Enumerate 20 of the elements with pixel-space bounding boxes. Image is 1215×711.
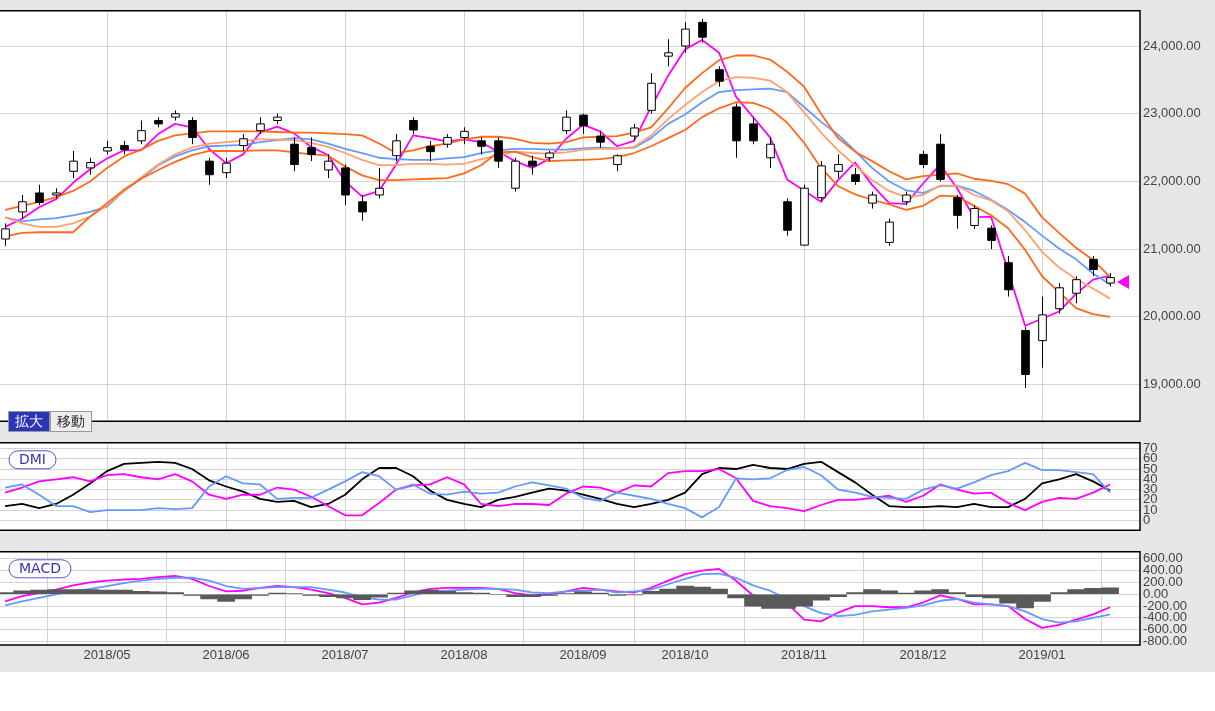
- x-tick-label: 2018/06: [202, 647, 250, 663]
- x-tick-label: 2018/11: [781, 647, 828, 663]
- x-tick-label: 2018/09: [559, 647, 607, 663]
- y-tick-label: 20,000.00: [1143, 308, 1201, 324]
- y-tick-label: 19,000.00: [1143, 376, 1201, 392]
- y-tick-label: 0: [1143, 512, 1151, 528]
- annotation: 移動: [50, 411, 92, 432]
- y-tick-label: 24,000.00: [1143, 37, 1201, 53]
- x-tick-label: 2019/01: [1018, 647, 1066, 663]
- text: DMI: [18, 451, 46, 468]
- x-tick-label: 2018/07: [321, 647, 369, 663]
- y-tick-label: 21,000.00: [1143, 240, 1201, 256]
- x-tick-label: 2018/12: [899, 647, 947, 663]
- text: MACD: [19, 560, 61, 577]
- x-tick-label: 2018/08: [440, 647, 488, 663]
- y-tick-label: 22,000.00: [1143, 173, 1201, 189]
- x-tick-label: 2018/10: [661, 647, 709, 663]
- annotation: 拡大: [8, 411, 50, 432]
- y-tick-label: 23,000.00: [1143, 105, 1201, 121]
- x-tick-label: 2018/05: [83, 647, 131, 663]
